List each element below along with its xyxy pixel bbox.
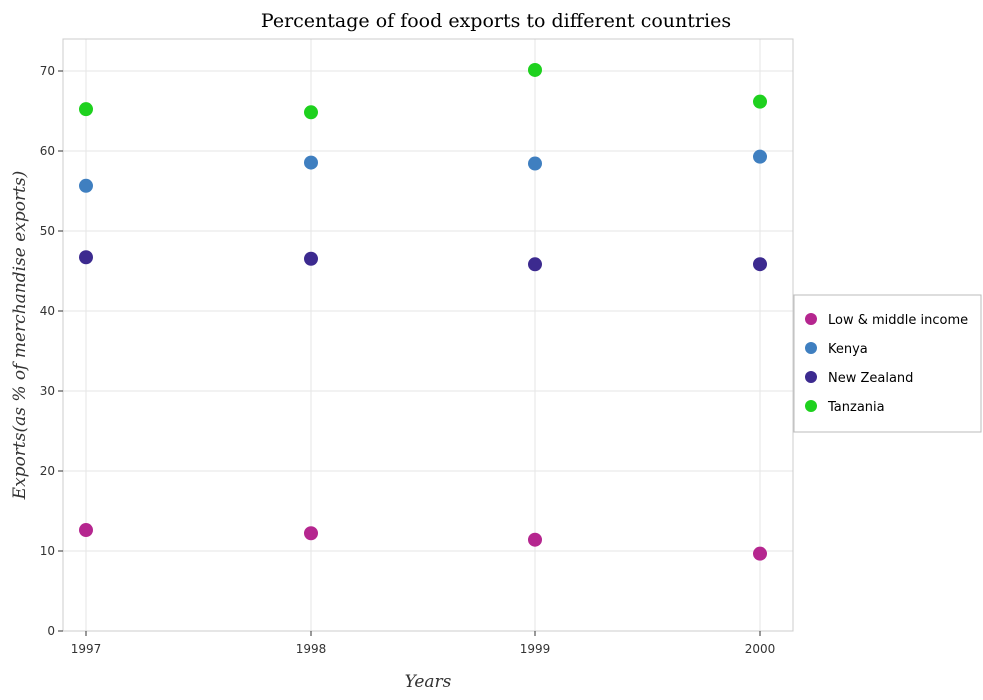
data-point [753, 257, 767, 272]
legend-marker [805, 313, 817, 325]
y-tick-label: 40 [40, 304, 55, 318]
data-points [79, 62, 767, 561]
legend-marker [805, 400, 817, 412]
y-tick-label: 20 [40, 464, 55, 478]
data-point [79, 250, 93, 265]
data-point [79, 102, 93, 117]
legend-label: Kenya [828, 342, 868, 357]
data-point [304, 251, 318, 266]
y-tick-label: 0 [47, 624, 55, 638]
x-tick-label: 1998 [296, 642, 327, 656]
legend-label: Tanzania [827, 400, 885, 415]
y-axis-title: Exports(as % of merchandise exports) [10, 171, 30, 501]
y-tick-label: 60 [40, 144, 55, 158]
data-point [79, 523, 93, 538]
legend-label: Low & middle income [828, 313, 968, 328]
legend-box [793, 294, 982, 433]
y-tick-label: 70 [40, 64, 55, 78]
y-tick-label: 10 [40, 544, 55, 558]
data-point [528, 62, 542, 77]
data-point [304, 526, 318, 541]
legend-marker [805, 371, 817, 383]
x-axis: 1997 1998 1999 2000 [71, 631, 776, 656]
x-tick-label: 2000 [745, 642, 776, 656]
data-point [753, 546, 767, 561]
legend-label: New Zealand [828, 371, 913, 386]
data-point [304, 105, 318, 120]
data-point [528, 156, 542, 171]
y-tick-label: 50 [40, 224, 55, 238]
data-point [753, 149, 767, 164]
data-point [79, 178, 93, 193]
x-tick-label: 1997 [71, 642, 102, 656]
x-axis-title: Years [405, 672, 452, 692]
legend-marker [805, 342, 817, 354]
x-tick-label: 1999 [520, 642, 551, 656]
y-axis: 0 10 20 30 40 50 60 70 [40, 64, 63, 638]
plot-area [62, 38, 794, 632]
series-kenya [79, 149, 767, 193]
legend: Low & middle income Kenya New Zealand Tanza… [793, 294, 982, 433]
series-new-zealand [79, 250, 767, 272]
series-tanzania [79, 62, 767, 120]
y-tick-label: 30 [40, 384, 55, 398]
data-point [304, 155, 318, 170]
data-point [753, 94, 767, 109]
data-point [528, 532, 542, 547]
series-low-middle-income [79, 523, 767, 561]
data-point [528, 257, 542, 272]
chart-title: Percentage of food exports to different … [261, 10, 731, 32]
grid [63, 39, 793, 632]
